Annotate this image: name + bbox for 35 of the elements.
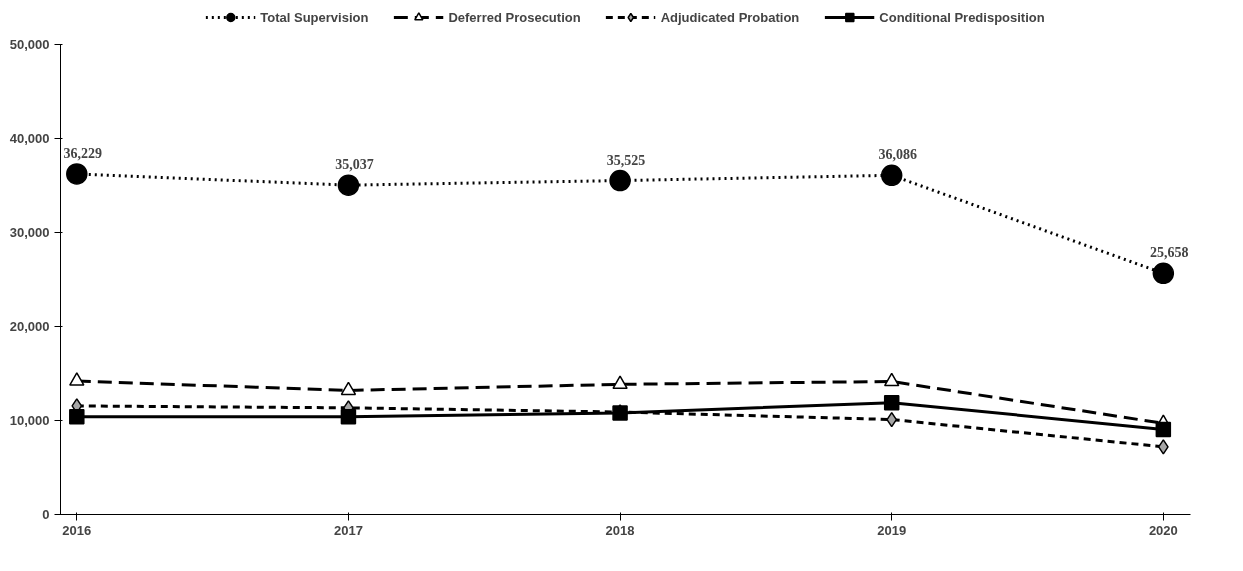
data-label: 36,229	[63, 145, 103, 161]
point	[1152, 262, 1175, 285]
x-tick-label: 2018	[605, 522, 635, 538]
x-tick-label: 2017	[333, 522, 363, 538]
x-tick-label: 2019	[877, 522, 907, 538]
point	[66, 163, 88, 185]
point	[340, 381, 357, 396]
point	[69, 372, 85, 386]
y-tick-label: 40,000	[9, 131, 50, 146]
legend-label: Total Supervision	[260, 9, 369, 25]
point	[1155, 421, 1172, 438]
data-label: 25,658	[1150, 245, 1189, 261]
legend-label: Adjudicated Probation	[660, 9, 800, 25]
point	[886, 411, 898, 428]
data-label: 35,525	[606, 152, 646, 168]
point	[609, 169, 631, 192]
point	[880, 164, 903, 187]
y-tick-label: 10,000	[9, 413, 50, 428]
point	[883, 372, 900, 387]
point	[1157, 439, 1169, 455]
y-tick-label: 30,000	[9, 225, 50, 240]
point	[340, 408, 357, 425]
point	[883, 394, 900, 411]
point	[69, 408, 85, 425]
data-label: 35,037	[335, 157, 374, 173]
point	[612, 375, 628, 390]
y-tick-label: 0	[42, 507, 50, 522]
data-label: 36,086	[878, 147, 917, 163]
point	[337, 174, 360, 196]
x-tick-label: 2016	[62, 522, 92, 538]
y-tick-label: 50,000	[9, 37, 50, 52]
y-tick-label: 20,000	[9, 319, 50, 334]
legend-label: Deferred Prosecution	[448, 9, 581, 25]
x-tick-label: 2020	[1148, 522, 1178, 538]
legend-label: Conditional Predisposition	[879, 9, 1045, 25]
